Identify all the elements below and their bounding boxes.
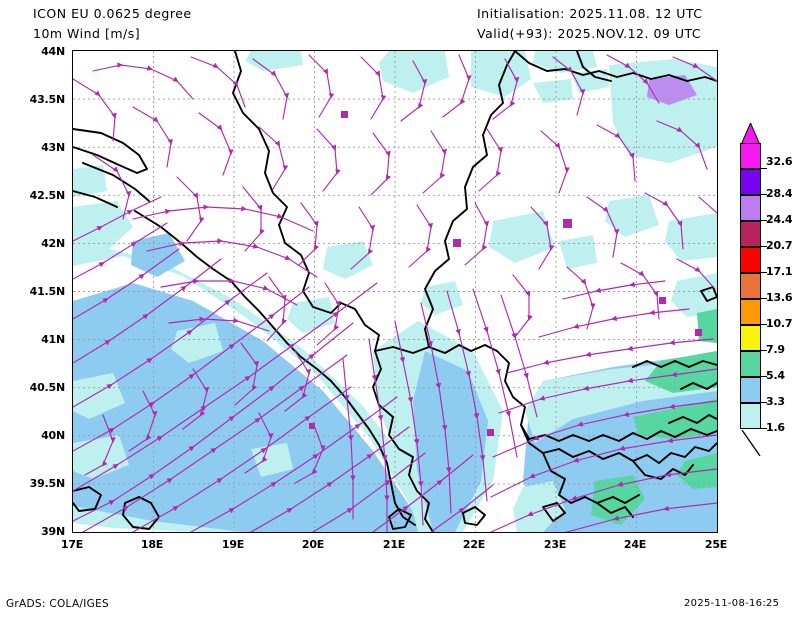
weather-map-plot[interactable] — [72, 50, 718, 533]
grads-attribution: GrADS: COLA/IGES — [6, 598, 110, 610]
y-tick-39.5N: 39.5N — [29, 477, 66, 490]
colorbar-tail-icon — [741, 430, 761, 456]
colorbar-label-24.4: 24.4 — [766, 213, 793, 226]
colorbar-label-5.4: 5.4 — [766, 369, 785, 382]
colorbar-swatch-10.7[interactable] — [740, 299, 761, 325]
x-tick-24E: 24E — [623, 538, 647, 551]
variable-title: 10m Wind [m/s] — [33, 26, 141, 41]
y-tick-41N: 41N — [41, 333, 65, 346]
x-tick-21E: 21E — [382, 538, 406, 551]
y-tick-42N: 42N — [41, 237, 65, 250]
initialisation-time: Initialisation: 2025.11.08. 12 UTC — [477, 6, 703, 21]
colorbar-swatch-5.4[interactable] — [740, 351, 761, 377]
colorbar-swatch-3.3[interactable] — [740, 377, 761, 403]
x-tick-17E: 17E — [60, 538, 84, 551]
colorbar-swatch-7.9[interactable] — [740, 325, 761, 351]
y-tick-40N: 40N — [41, 429, 65, 442]
colorbar-swatch-32.6[interactable] — [740, 143, 761, 169]
x-tick-18E: 18E — [140, 538, 164, 551]
model-title: ICON EU 0.0625 degree — [33, 6, 192, 21]
colorbar-swatch-17.1[interactable] — [740, 247, 761, 273]
x-tick-25E: 25E — [704, 538, 728, 551]
colorbar-label-20.7: 20.7 — [766, 239, 793, 252]
valid-time: Valid(+93): 2025.NOV.12. 09 UTC — [477, 26, 702, 41]
wind-station-markers — [309, 111, 702, 436]
y-tick-40.5N: 40.5N — [29, 381, 66, 394]
colorbar-swatch-24.4[interactable] — [740, 195, 761, 221]
colorbar-swatch-13.6[interactable] — [740, 273, 761, 299]
render-timestamp: 2025-11-08-16:25 — [684, 598, 780, 609]
colorbar-swatch-20.7[interactable] — [740, 221, 761, 247]
colorbar-legend[interactable]: 32.6 28.4 24.4 20.7 17.1 13.6 10.7 7.9 5… — [740, 123, 798, 456]
y-tick-43N: 43N — [41, 141, 65, 154]
x-tick-20E: 20E — [301, 538, 325, 551]
y-tick-44N: 44N — [41, 45, 65, 58]
colorbar-label-7.9: 7.9 — [766, 343, 785, 356]
colorbar-arrow-icon — [740, 123, 761, 145]
colorbar-swatch-1.6[interactable] — [740, 403, 761, 429]
colorbar-label-28.4: 28.4 — [766, 187, 793, 200]
x-tick-19E: 19E — [221, 538, 245, 551]
y-tick-41.5N: 41.5N — [29, 285, 66, 298]
map-canvas — [73, 51, 717, 532]
colorbar-label-17.1: 17.1 — [766, 265, 793, 278]
colorbar-label-10.7: 10.7 — [766, 317, 793, 330]
wind-streamlines — [73, 54, 717, 532]
x-tick-23E: 23E — [543, 538, 567, 551]
y-tick-42.5N: 42.5N — [29, 189, 66, 202]
x-tick-22E: 22E — [462, 538, 486, 551]
colorbar-label-13.6: 13.6 — [766, 291, 793, 304]
colorbar-label-32.6: 32.6 — [766, 155, 793, 168]
colorbar-swatch-28.4[interactable] — [740, 169, 761, 195]
y-tick-39N: 39N — [41, 525, 65, 538]
y-tick-43.5N: 43.5N — [29, 93, 66, 106]
colorbar-label-1.6: 1.6 — [766, 421, 785, 434]
colorbar-label-3.3: 3.3 — [766, 395, 785, 408]
